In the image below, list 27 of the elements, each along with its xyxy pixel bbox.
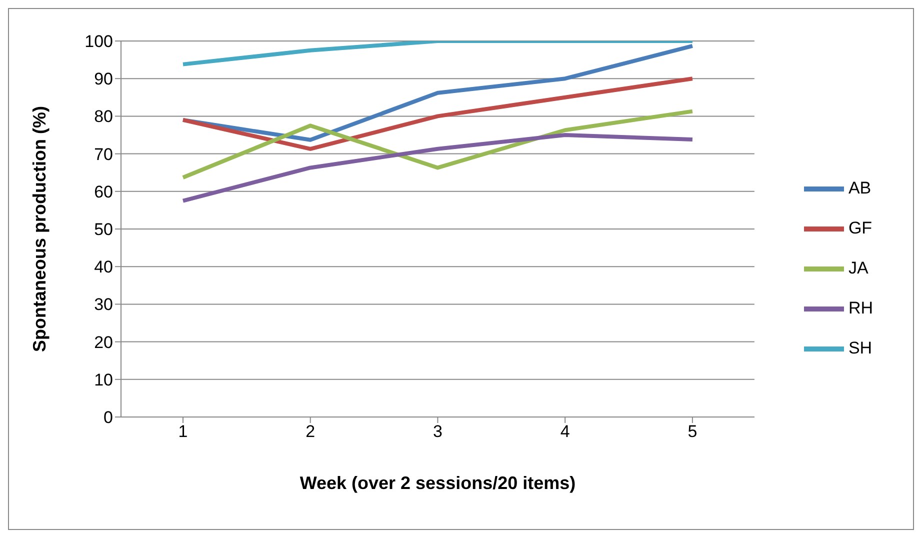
x-axis-title: Week (over 2 sessions/20 items) <box>300 473 576 493</box>
y-tick-label: 0 <box>104 408 113 428</box>
legend-label: JA <box>848 258 868 278</box>
y-tick-label: 20 <box>94 332 113 352</box>
y-tick-label: 60 <box>94 182 113 202</box>
y-tick-label: 40 <box>94 258 113 277</box>
line-series <box>181 76 694 151</box>
legend-label: SH <box>848 338 872 358</box>
y-tick-label: 70 <box>94 144 113 164</box>
y-tick-label: 50 <box>94 220 113 240</box>
y-tick-label: 90 <box>94 70 113 89</box>
x-tick-label: 1 <box>178 422 188 442</box>
y-tick-label: 100 <box>84 32 113 52</box>
y-tick-label: 10 <box>94 370 113 390</box>
x-tick-label: 5 <box>688 422 698 442</box>
y-axis-title: Spontaneous production (%) <box>29 106 50 352</box>
legend-label: GF <box>848 218 872 238</box>
x-tick-label: 2 <box>306 422 316 442</box>
line-series <box>181 109 694 180</box>
y-tick-label: 30 <box>94 295 113 314</box>
legend-label: RH <box>848 298 873 318</box>
line-series <box>181 133 694 203</box>
line-series <box>181 44 694 142</box>
x-tick-label: 3 <box>432 422 442 442</box>
y-tick-label: 80 <box>94 107 113 126</box>
legend-label: AB <box>848 178 872 198</box>
x-tick-label: 4 <box>560 422 570 442</box>
